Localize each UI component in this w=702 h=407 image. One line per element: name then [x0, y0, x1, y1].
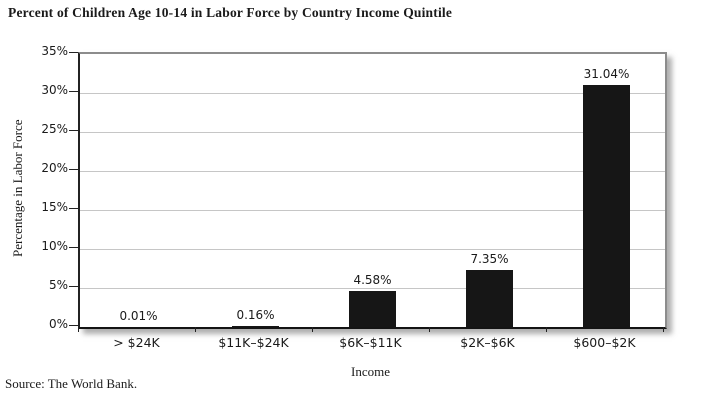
y-tick	[69, 90, 78, 92]
y-tick-label: 0%	[48, 317, 68, 331]
y-tick	[69, 285, 78, 287]
bar-value-label: 4.58%	[353, 273, 392, 288]
x-tick	[311, 327, 313, 332]
bar-value-label: 31.04%	[583, 66, 630, 81]
gridline	[80, 209, 665, 211]
source-note: Source: The World Bank.	[5, 376, 138, 391]
y-tick-label: 35%	[41, 44, 68, 58]
bar	[232, 325, 279, 327]
x-tick-label: $600–$2K	[573, 335, 636, 350]
gridline	[80, 131, 665, 133]
x-tick-label: > $24K	[113, 335, 160, 350]
y-tick-label: 5%	[48, 278, 68, 292]
x-tick-label: $2K–$6K	[460, 335, 515, 350]
x-tick	[194, 327, 196, 332]
y-tick-label: 30%	[41, 83, 68, 97]
y-tick	[69, 129, 78, 131]
x-tick	[77, 327, 79, 332]
y-tick-label: 25%	[41, 122, 68, 136]
bar	[349, 291, 396, 327]
y-tick	[69, 207, 78, 209]
x-tick	[545, 327, 547, 332]
bar	[466, 269, 513, 327]
y-tick-label: 10%	[41, 239, 68, 253]
y-tick	[69, 246, 78, 248]
y-tick	[69, 51, 78, 53]
bar	[583, 84, 630, 327]
bar-value-label: 7.35%	[470, 251, 509, 266]
gridline	[80, 170, 665, 172]
plot-area: 0.01% 0.16% 4.58% 7.35% 31.04%	[78, 52, 667, 329]
x-tick	[428, 327, 430, 332]
y-tick	[69, 168, 78, 170]
y-tick-label: 15%	[41, 200, 68, 214]
y-tick	[69, 324, 78, 326]
gridline	[80, 248, 665, 250]
x-axis-title: Income	[351, 364, 390, 379]
gridline	[80, 287, 665, 289]
x-tick-label: $6K–$11K	[339, 335, 402, 350]
bar-value-label: 0.01%	[119, 308, 158, 323]
x-tick	[662, 327, 664, 332]
y-tick-label: 20%	[41, 161, 68, 175]
bar-value-label: 0.16%	[236, 307, 275, 322]
x-tick-label: $11K–$24K	[218, 335, 289, 350]
chart-title: Percent of Children Age 10-14 in Labor F…	[8, 5, 453, 20]
gridline	[80, 92, 665, 94]
